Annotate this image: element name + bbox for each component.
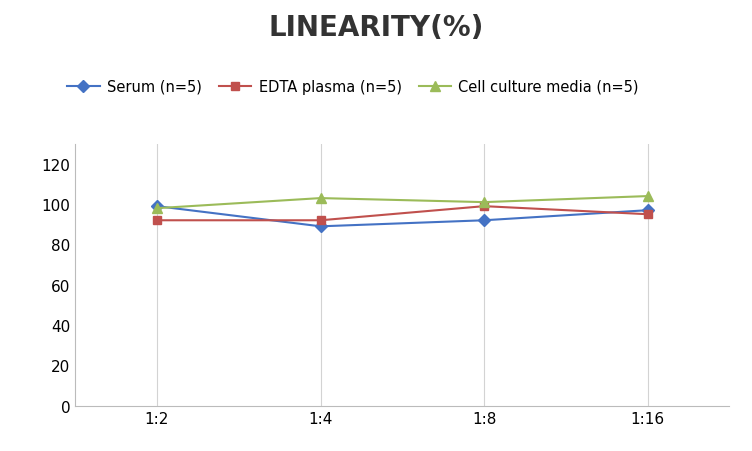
Legend: Serum (n=5), EDTA plasma (n=5), Cell culture media (n=5): Serum (n=5), EDTA plasma (n=5), Cell cul…: [68, 79, 639, 94]
EDTA plasma (n=5): [316, 218, 325, 224]
Serum (n=5): [153, 204, 162, 209]
Text: LINEARITY(%): LINEARITY(%): [268, 14, 484, 41]
Cell culture media (n=5): [153, 206, 162, 212]
Line: EDTA plasma (n=5): EDTA plasma (n=5): [153, 202, 652, 225]
Serum (n=5): [480, 218, 489, 224]
Serum (n=5): [316, 224, 325, 230]
Line: Serum (n=5): Serum (n=5): [153, 202, 652, 231]
EDTA plasma (n=5): [480, 204, 489, 209]
Cell culture media (n=5): [480, 200, 489, 205]
Serum (n=5): [643, 208, 652, 213]
Line: Cell culture media (n=5): Cell culture media (n=5): [152, 192, 653, 214]
Cell culture media (n=5): [643, 194, 652, 199]
EDTA plasma (n=5): [643, 212, 652, 217]
Cell culture media (n=5): [316, 196, 325, 201]
EDTA plasma (n=5): [153, 218, 162, 224]
